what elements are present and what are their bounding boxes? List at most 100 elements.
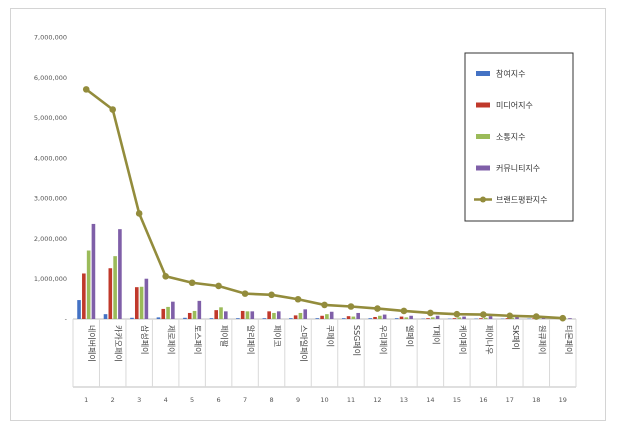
bar — [197, 300, 202, 319]
category-index: 3 — [137, 396, 141, 404]
category-label: 엘페이 — [405, 325, 415, 347]
bar — [103, 314, 108, 319]
line-point — [480, 311, 487, 318]
category-label: T페이 — [431, 324, 441, 345]
bar — [368, 318, 373, 319]
bar — [320, 315, 324, 319]
bar — [156, 317, 161, 319]
y-tick-label: 3,000,000 — [34, 195, 67, 203]
legend-swatch — [476, 165, 490, 171]
bar — [224, 311, 228, 319]
category-label: 알리페이 — [246, 325, 256, 354]
brand-line — [82, 86, 567, 322]
category-label: 페이나우 — [484, 325, 494, 354]
category-index: 1 — [84, 396, 88, 404]
category-label: SK페이 — [511, 325, 521, 350]
bar — [373, 316, 377, 319]
category-label: 케이페이 — [458, 325, 468, 354]
legend-swatch — [476, 134, 490, 139]
y-tick-label: 6,000,000 — [34, 74, 67, 82]
legend-label: 브랜드평판지수 — [496, 195, 548, 205]
bar — [488, 316, 493, 319]
bar — [276, 311, 281, 319]
bar — [382, 314, 387, 319]
category-label: 우리페이 — [378, 325, 388, 354]
bar — [378, 315, 382, 319]
bar — [479, 318, 483, 319]
bar — [351, 316, 356, 319]
category-index: 14 — [426, 396, 434, 404]
bar — [289, 318, 293, 319]
category-label: SSG페이 — [352, 325, 362, 356]
bar — [161, 308, 166, 319]
bar — [356, 312, 360, 319]
category-label: 스마일페이 — [299, 325, 309, 362]
bar — [130, 317, 134, 319]
category-index: 10 — [320, 396, 328, 404]
category-label: 페이팔 — [220, 325, 230, 348]
bar — [219, 307, 223, 319]
bar — [505, 318, 510, 319]
bar — [435, 315, 440, 319]
bar — [134, 287, 139, 319]
bar — [346, 316, 351, 319]
legend-label: 커뮤니티지수 — [496, 163, 540, 173]
category-index: 5 — [190, 396, 194, 404]
bar — [315, 318, 320, 319]
line-point — [374, 305, 381, 312]
y-tick-label: 7,000,000 — [34, 34, 67, 42]
category-index: 18 — [532, 396, 540, 404]
bar — [245, 311, 250, 319]
category-index: 11 — [347, 396, 355, 404]
bar — [325, 314, 329, 319]
line-point — [82, 86, 90, 93]
category-index: 6 — [217, 396, 221, 404]
bar — [183, 317, 187, 319]
bar — [272, 312, 276, 319]
bar — [515, 316, 519, 319]
bar — [462, 316, 466, 319]
bar — [262, 318, 267, 319]
category-index: 4 — [164, 396, 168, 404]
bar — [329, 311, 334, 319]
bar — [171, 301, 175, 319]
y-axis: - 1,000,000 2,000,000 3,000,000 4,000,000 5,0… — [34, 34, 68, 324]
category-index: 12 — [373, 396, 381, 404]
bar — [240, 310, 245, 319]
chart-frame: - 1,000,000 2,000,000 3,000,000 4,000,000 5,0… — [10, 8, 606, 421]
bar — [192, 310, 197, 319]
bar — [236, 318, 240, 319]
bar — [77, 300, 81, 319]
bar — [298, 312, 303, 319]
category-label: 카카오페이 — [114, 325, 124, 362]
category-index: 13 — [400, 396, 408, 404]
legend-label: 소통지수 — [496, 133, 525, 142]
legend-marker — [480, 196, 486, 203]
bar — [108, 268, 113, 319]
bar — [86, 250, 91, 319]
bar — [113, 256, 117, 319]
y-tick-label: 5,000,000 — [34, 114, 67, 122]
bar — [250, 311, 255, 319]
line-point — [559, 314, 567, 322]
line-point — [135, 210, 143, 217]
bar — [187, 312, 192, 319]
line-point — [532, 313, 540, 320]
bar — [267, 311, 271, 319]
bar — [510, 317, 515, 319]
legend-label: 참여지수 — [496, 69, 525, 79]
bar — [293, 315, 298, 319]
bar — [457, 317, 462, 319]
y-tick-label: 2,000,000 — [34, 235, 67, 243]
line-point — [162, 272, 169, 280]
bar — [409, 315, 413, 319]
legend-swatch — [476, 102, 490, 108]
bar — [568, 318, 572, 319]
y-tick-label: - — [65, 316, 68, 324]
category-label: 제로페이 — [167, 325, 177, 354]
y-tick-label: 1,000,000 — [34, 275, 67, 283]
category-index: 9 — [296, 396, 300, 404]
category-index: 19 — [559, 396, 567, 404]
category-label: 토스페이 — [193, 325, 203, 354]
